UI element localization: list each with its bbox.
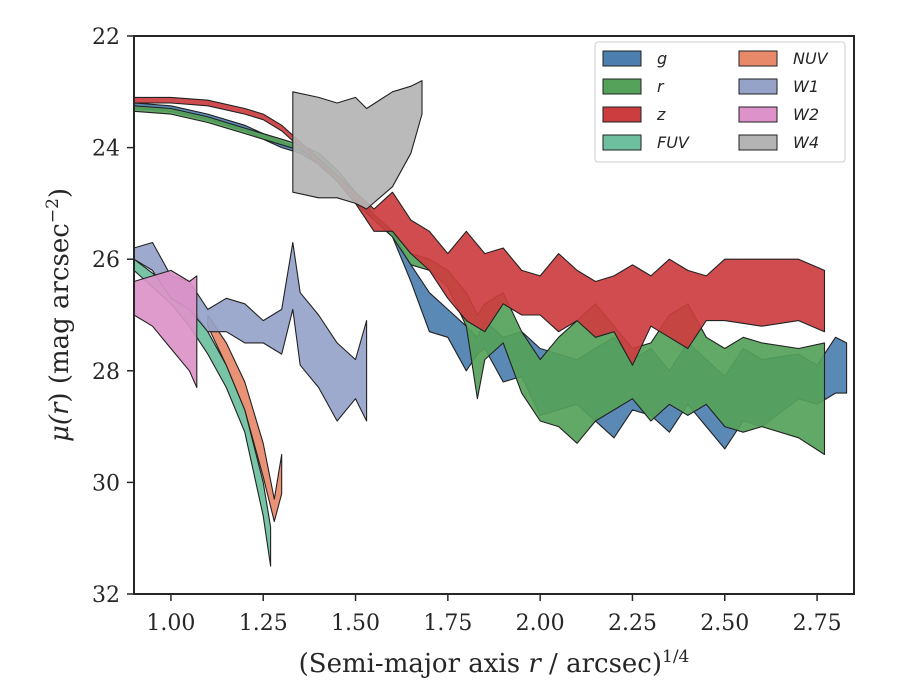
legend-box: [594, 41, 846, 163]
legend-label-z: z: [656, 105, 666, 124]
legend-swatch-nuv: [738, 50, 778, 67]
y-tick-label: 30: [92, 471, 120, 496]
x-axis-ticks: 1.00 1.25 1.50 1.75 2.00 2.25 2.50 2.75: [146, 594, 842, 636]
legend: grz FUV NUV W1 W2 W4: [594, 41, 846, 163]
legend-swatch-z: [602, 106, 642, 123]
y-tick-label: 32: [92, 583, 120, 608]
band-z: [133, 96, 826, 366]
x-tick-label: 2.00: [516, 611, 565, 636]
band-nuv: [207, 314, 283, 523]
legend-label-w2: W2: [793, 105, 819, 124]
band-w4: [292, 80, 423, 210]
band-layer: [133, 80, 848, 567]
x-tick-label: 1.00: [146, 611, 195, 636]
y-axis-ticks: 22 24 26 28 30 32: [92, 25, 134, 608]
legend-label-w1: W1: [793, 77, 819, 96]
band-w2: [133, 269, 198, 389]
legend-label-r: r: [657, 77, 665, 96]
legend-label-fuv: FUV: [657, 133, 690, 152]
x-tick-label: 2.75: [793, 611, 842, 636]
x-tick-label: 2.25: [608, 611, 657, 636]
legend-swatch-g: [602, 50, 642, 67]
legend-label-w4: W4: [793, 133, 819, 152]
legend-label-nuv: NUV: [793, 49, 829, 68]
x-tick-label: 1.75: [423, 611, 472, 636]
legend-items: grz FUV NUV W1 W2 W4: [602, 49, 829, 152]
y-tick-label: 22: [92, 25, 120, 50]
legend-swatch-w1: [738, 78, 778, 95]
x-tick-label: 1.50: [331, 611, 380, 636]
y-axis-label: μ(r) (mag arcsec−2): [43, 188, 75, 442]
y-tick-label: 24: [92, 137, 120, 162]
legend-label-g: g: [657, 49, 667, 68]
plot-frame: [133, 35, 855, 595]
legend-swatch-w2: [738, 106, 778, 123]
legend-swatch-w4: [738, 134, 778, 151]
y-tick-label: 26: [92, 248, 120, 273]
x-tick-label: 2.50: [700, 611, 749, 636]
x-axis-label: (Semi-major axis r / arcsec)1/4: [299, 647, 690, 679]
y-tick-label: 28: [92, 360, 120, 385]
legend-swatch-fuv: [602, 134, 642, 151]
legend-swatch-r: [602, 78, 642, 95]
x-tick-label: 1.25: [239, 611, 288, 636]
